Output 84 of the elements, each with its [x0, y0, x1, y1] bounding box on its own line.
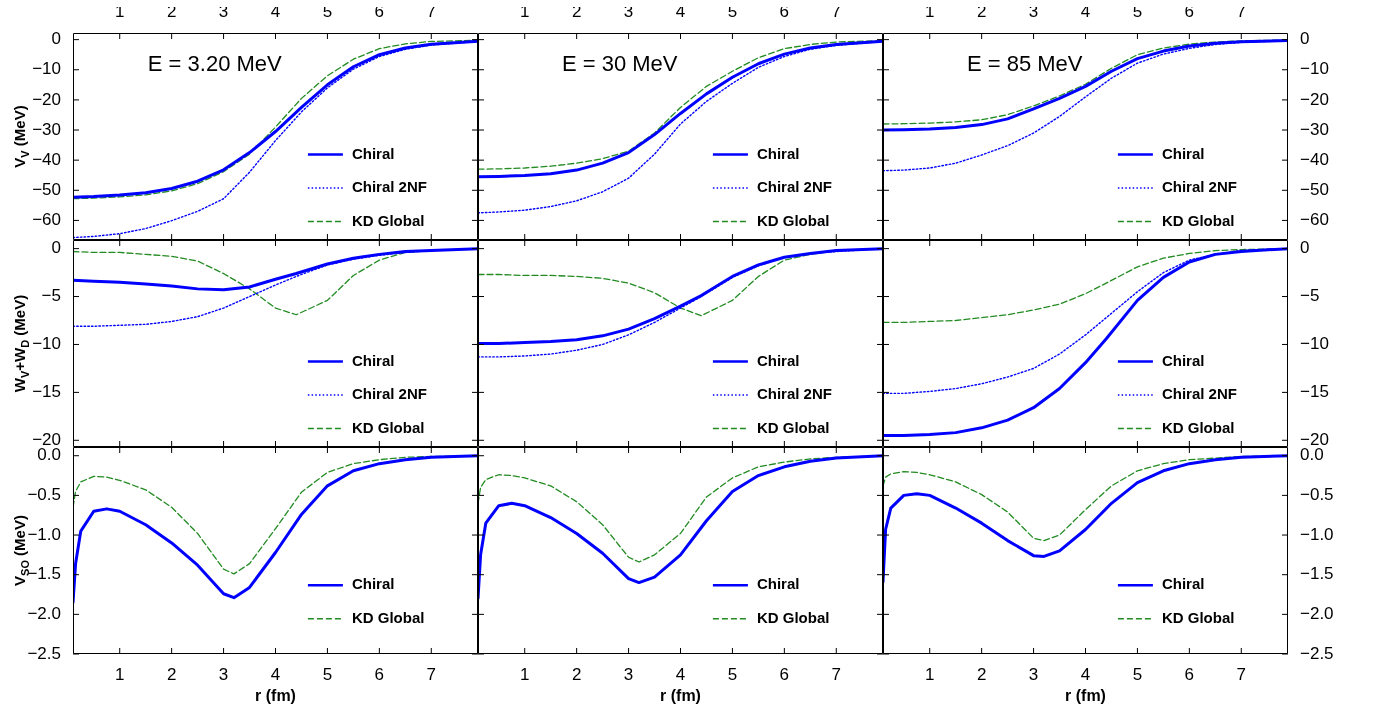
legend-label: KD Global [351, 211, 425, 229]
x-tick-label: 2 [166, 664, 177, 684]
x-tick-label: 1 [925, 664, 935, 684]
y-tick-label: −10 [1300, 59, 1329, 79]
text: E = 3.20 MeV [147, 51, 283, 77]
y-axis-title: VV (MeV) [11, 105, 31, 168]
legend-label: KD Global [756, 418, 830, 436]
x-tick-label: 2 [976, 664, 987, 684]
y-tick-label: −30 [1300, 119, 1329, 139]
legend-label: KD Global [351, 608, 425, 626]
x-tick-label: 1 [115, 664, 125, 684]
x-tick-label: 3 [623, 664, 634, 684]
legend-label: Chiral 2NF [756, 385, 832, 403]
y-tick-label: −0.5 [1300, 485, 1334, 505]
x-tick-label: 4 [675, 664, 686, 684]
y-tick-label: −2.5 [27, 643, 61, 663]
legend-label: Chiral [1161, 575, 1205, 593]
legend-label: KD Global [756, 608, 830, 626]
y-tick-label: −60 [32, 210, 61, 230]
x-tick-label: 6 [1184, 664, 1195, 684]
y-tick-label: −2.0 [1300, 604, 1334, 624]
y-tick-label: −20 [1300, 89, 1329, 109]
y-tick-label: −50 [1300, 179, 1329, 199]
y-tick-label: −2.5 [1300, 643, 1334, 663]
legend-label: Chiral [756, 575, 800, 593]
legend-label: KD Global [1161, 418, 1235, 436]
legend-label: Chiral 2NF [1161, 385, 1237, 403]
legend-label: Chiral [1161, 351, 1205, 369]
y-tick-label: −5 [41, 286, 61, 306]
legend-label: Chiral [1161, 144, 1205, 162]
x-tick-label: 2 [571, 664, 582, 684]
legend-label: Chiral [351, 144, 395, 162]
x-axis-title: r (fm) [255, 686, 296, 704]
y-tick-label: −5 [1300, 286, 1320, 306]
legend-label: Chiral [756, 351, 800, 369]
y-tick-label: −1.0 [27, 524, 61, 544]
text: E = 85 MeV [966, 51, 1083, 77]
y-tick-label: 0 [51, 29, 61, 49]
legend-label: Chiral [351, 351, 395, 369]
x-tick-label: 1 [520, 664, 530, 684]
y-tick-label: −15 [32, 382, 61, 402]
y-tick-label: −1.5 [1300, 564, 1334, 584]
x-tick-label: 6 [374, 664, 385, 684]
legend-label: Chiral 2NF [351, 178, 427, 196]
legend-label: Chiral 2NF [1161, 178, 1237, 196]
legend-label: KD Global [1161, 211, 1235, 229]
y-axis-title: WV+WD (MeV) [11, 294, 31, 393]
x-axis-title: r (fm) [1065, 686, 1106, 704]
x-tick-label: 5 [727, 664, 738, 684]
y-tick-label: −30 [32, 119, 61, 139]
y-tick-label: −15 [1300, 382, 1329, 402]
y-tick-label: −40 [1300, 149, 1329, 169]
x-tick-label: 7 [426, 664, 436, 684]
y-tick-label: 0 [1300, 238, 1310, 258]
x-tick-label: 6 [779, 664, 790, 684]
y-tick-label: −10 [32, 59, 61, 79]
y-tick-label: −40 [32, 149, 61, 169]
y-tick-label: −50 [32, 179, 61, 199]
x-tick-label: 3 [1028, 664, 1039, 684]
y-tick-label: 0 [51, 238, 61, 258]
y-tick-label: −10 [1300, 334, 1329, 354]
x-tick-label: 3 [218, 664, 229, 684]
legend-label: KD Global [351, 418, 425, 436]
legend-label: Chiral 2NF [756, 178, 832, 196]
y-tick-label: −2.0 [27, 604, 61, 624]
x-tick-label: 7 [1236, 664, 1246, 684]
x-axis-title: r (fm) [660, 686, 701, 704]
x-tick-label: 4 [270, 664, 281, 684]
y-tick-label: −20 [32, 89, 61, 109]
legend-label: Chiral [351, 575, 395, 593]
x-tick-label: 7 [831, 664, 841, 684]
y-tick-label: 0 [1300, 29, 1310, 49]
y-tick-label: −10 [32, 334, 61, 354]
x-tick-label: 4 [1080, 664, 1091, 684]
legend-label: Chiral 2NF [351, 385, 427, 403]
x-tick-label: 5 [322, 664, 333, 684]
legend-label: KD Global [756, 211, 830, 229]
y-tick-label: −60 [1300, 210, 1329, 230]
y-tick-label: −1.0 [1300, 524, 1334, 544]
y-tick-label: −0.5 [27, 485, 61, 505]
legend-label: Chiral [756, 144, 800, 162]
legend-label: KD Global [1161, 608, 1235, 626]
x-tick-label: 5 [1132, 664, 1143, 684]
text: E = 30 MeV [561, 51, 678, 77]
